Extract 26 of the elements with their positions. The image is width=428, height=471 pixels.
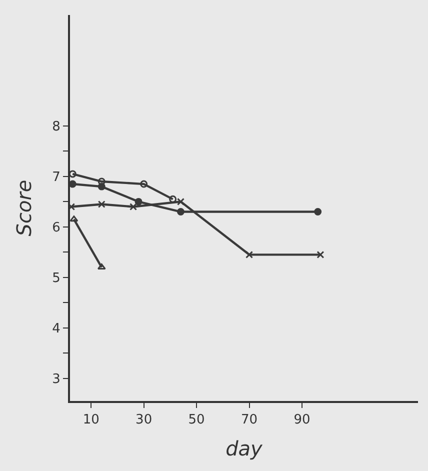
point bbox=[176, 198, 184, 206]
y-tick-label: 5 bbox=[52, 270, 60, 286]
point bbox=[176, 208, 184, 216]
y-axis-title: Score bbox=[12, 180, 36, 236]
point bbox=[140, 180, 148, 188]
point bbox=[134, 198, 142, 206]
y-tick-label: 6 bbox=[52, 220, 60, 236]
x-axis-title: day bbox=[226, 436, 264, 461]
point bbox=[70, 170, 76, 178]
x-tick-label: 90 bbox=[294, 412, 310, 428]
point bbox=[316, 250, 324, 258]
point bbox=[98, 182, 106, 190]
x-tick-label: 70 bbox=[240, 412, 258, 428]
x-tick-label: 30 bbox=[136, 412, 152, 428]
x-tick-label: 50 bbox=[188, 412, 205, 428]
y-tick-label: 4 bbox=[52, 321, 60, 336]
x-tick-label: 10 bbox=[82, 412, 100, 428]
point bbox=[70, 180, 76, 188]
point bbox=[130, 202, 138, 210]
point bbox=[98, 200, 106, 208]
y-tick-label: 3 bbox=[52, 372, 60, 387]
y-tick-label: 8 bbox=[52, 120, 60, 135]
point bbox=[314, 208, 322, 216]
point bbox=[246, 250, 254, 258]
point bbox=[169, 195, 177, 203]
y-tick-label: 7 bbox=[52, 170, 60, 186]
